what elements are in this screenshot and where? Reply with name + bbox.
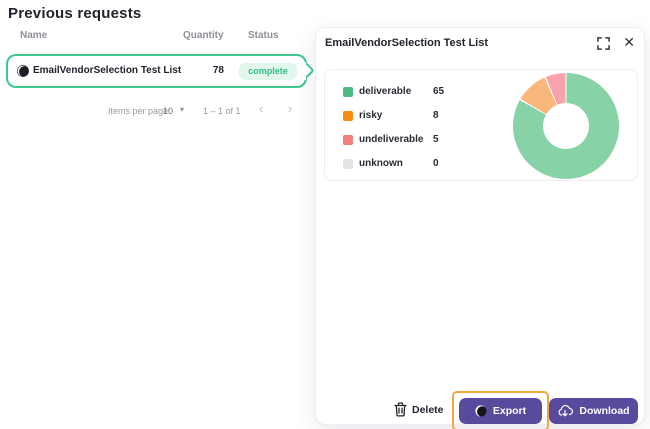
legend-value: 5 bbox=[433, 134, 439, 145]
download-label: Download bbox=[579, 405, 630, 417]
legend-label: risky bbox=[359, 110, 383, 121]
legend-label: undeliverable bbox=[359, 134, 424, 145]
legend-item-deliverable: deliverable 65 bbox=[343, 86, 444, 97]
close-icon[interactable]: ✕ bbox=[623, 34, 635, 50]
pagination-range-label: 1 – 1 of 1 bbox=[203, 106, 241, 116]
legend-label: deliverable bbox=[359, 86, 412, 97]
status-badge: complete bbox=[239, 63, 297, 80]
row-name: EmailVendorSelection Test List bbox=[33, 65, 182, 76]
legend-item-risky: risky 8 bbox=[343, 110, 444, 121]
verification-result-card: deliverable 65 risky 8 undeliverable 5 unknown… bbox=[324, 69, 638, 181]
delete-button[interactable]: Delete bbox=[394, 402, 444, 417]
delete-label: Delete bbox=[412, 403, 444, 416]
export-label: Export bbox=[492, 405, 527, 417]
column-header-quantity: Quantity bbox=[183, 30, 224, 41]
column-header-name: Name bbox=[20, 30, 48, 41]
vendor-logo-icon bbox=[17, 65, 29, 77]
legend-item-unknown: unknown 0 bbox=[343, 158, 444, 169]
row-quantity: 78 bbox=[212, 65, 224, 76]
fullscreen-icon[interactable] bbox=[597, 37, 610, 50]
trash-icon bbox=[394, 402, 407, 417]
legend-swatch-deliverable bbox=[343, 86, 353, 97]
legend-value: 0 bbox=[433, 158, 439, 169]
column-header-status: Status bbox=[248, 30, 279, 41]
legend-swatch-risky bbox=[343, 110, 353, 121]
page-title: Previous requests bbox=[8, 5, 142, 22]
items-per-page-label: Items per page: bbox=[108, 106, 171, 116]
donut-chart bbox=[513, 73, 619, 179]
legend: deliverable 65 risky 8 undeliverable 5 unknown… bbox=[343, 86, 444, 169]
page-size-select[interactable]: 10 bbox=[163, 106, 174, 116]
previous-page-button[interactable]: ‹ bbox=[259, 101, 264, 116]
detail-panel-title: EmailVendorSelection Test List bbox=[325, 37, 489, 49]
next-page-button[interactable]: › bbox=[288, 101, 293, 116]
download-button[interactable]: Download bbox=[549, 398, 638, 424]
legend-label: unknown bbox=[359, 158, 403, 169]
legend-value: 8 bbox=[433, 110, 439, 121]
donut-hole bbox=[543, 103, 589, 149]
caret-down-icon[interactable]: ▾ bbox=[180, 105, 185, 114]
legend-value: 65 bbox=[433, 86, 445, 97]
cloud-download-icon bbox=[559, 404, 574, 417]
table-row[interactable]: EmailVendorSelection Test List 78 comple… bbox=[6, 54, 307, 88]
legend-swatch-undeliverable bbox=[343, 134, 353, 145]
selected-row-pointer-mask bbox=[301, 62, 306, 80]
export-button[interactable]: Export bbox=[459, 398, 542, 424]
export-vendor-logo-icon bbox=[475, 405, 487, 417]
detail-panel: EmailVendorSelection Test List ✕ deliver… bbox=[315, 27, 645, 429]
legend-item-undeliverable: undeliverable 5 bbox=[343, 134, 444, 145]
legend-swatch-unknown bbox=[343, 158, 353, 169]
